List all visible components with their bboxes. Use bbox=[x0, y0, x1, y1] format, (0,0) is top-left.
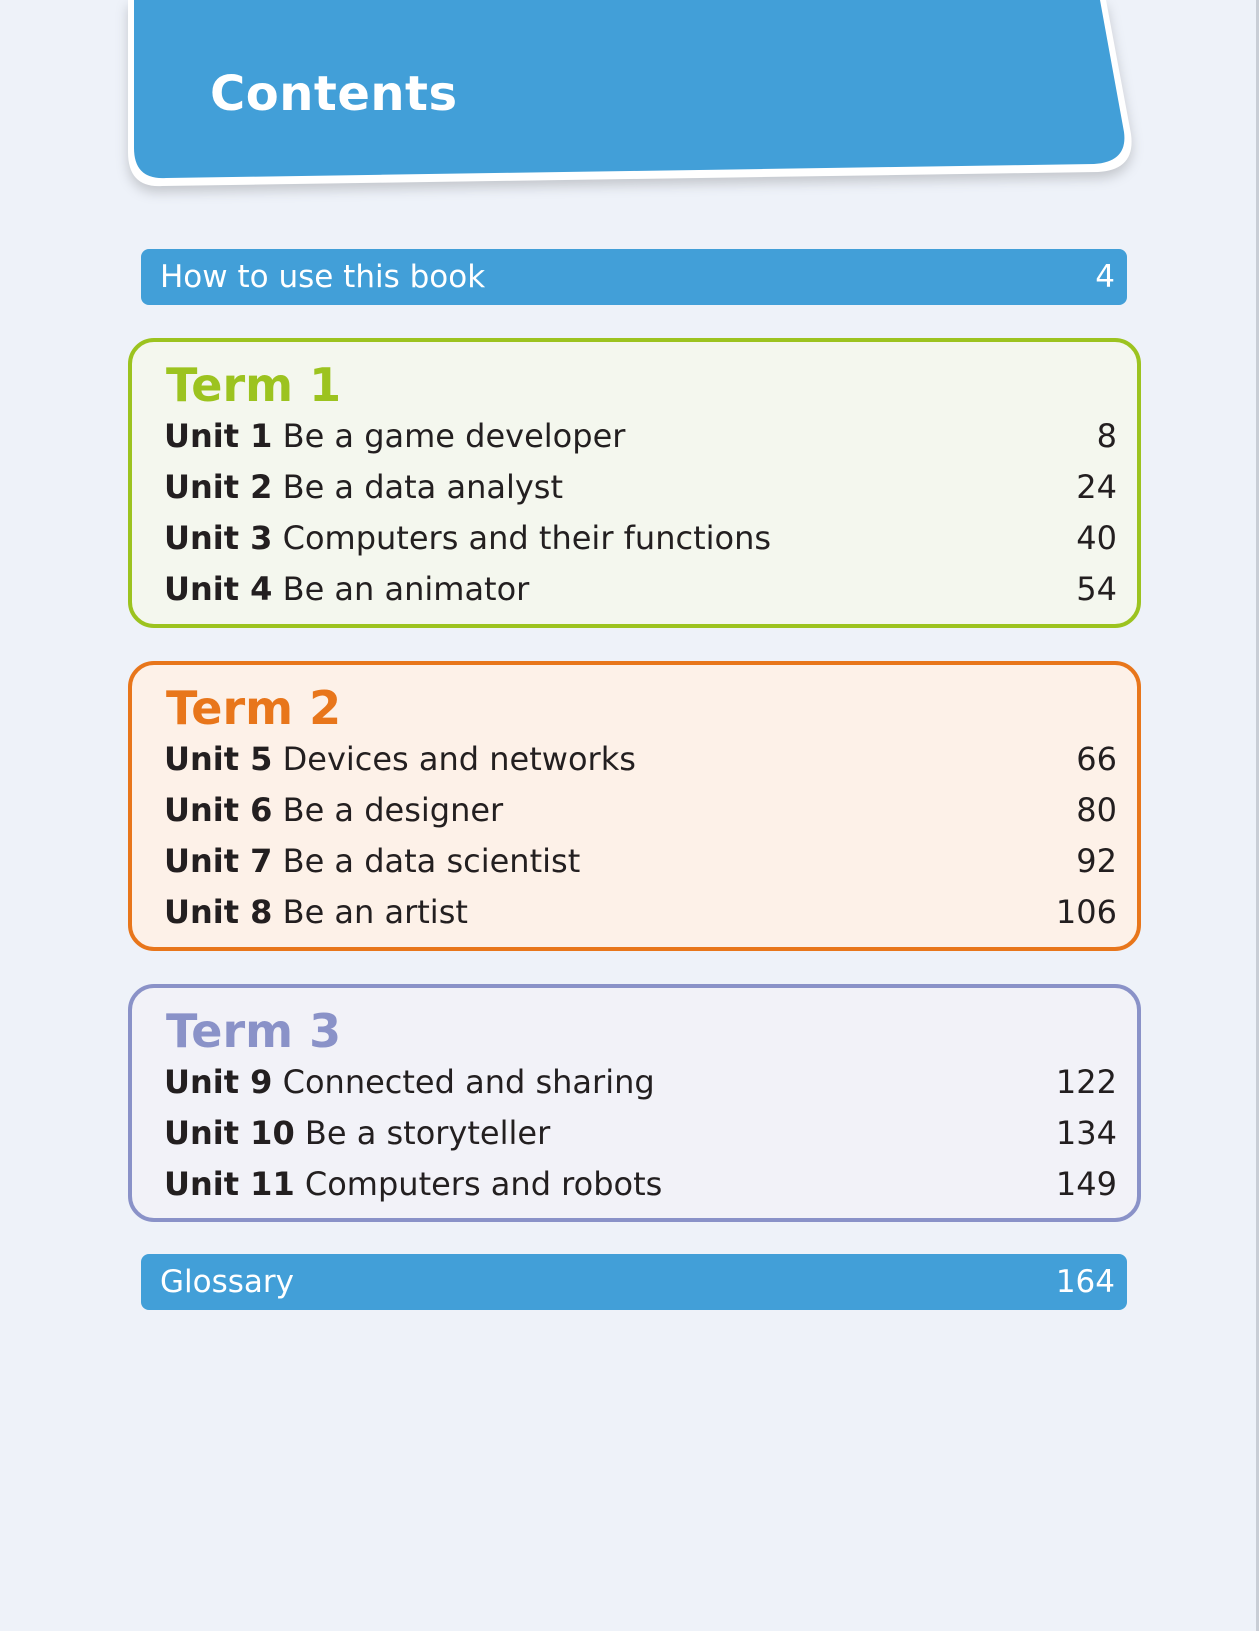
unit-page-number: 149 bbox=[1055, 1165, 1117, 1203]
toc-entry-unit-4[interactable]: Unit 4 Be an animator 54 bbox=[164, 567, 1117, 611]
unit-number: Unit 8 bbox=[164, 893, 273, 931]
unit-number: Unit 2 bbox=[164, 468, 273, 506]
unit-title: Be a data scientist bbox=[282, 842, 581, 880]
unit-page-number: 106 bbox=[1055, 893, 1117, 931]
unit-page-number: 24 bbox=[1076, 468, 1117, 506]
unit-number: Unit 4 bbox=[164, 570, 273, 608]
unit-number: Unit 10 bbox=[164, 1114, 295, 1152]
contents-header-banner: Contents bbox=[128, 0, 1168, 190]
unit-page-number: 134 bbox=[1055, 1114, 1117, 1152]
unit-title: Be a game developer bbox=[282, 417, 626, 455]
toc-entry-unit-7[interactable]: Unit 7 Be a data scientist 92 bbox=[164, 839, 1117, 883]
toc-entry-unit-8[interactable]: Unit 8 Be an artist 106 bbox=[164, 890, 1117, 934]
unit-title: Connected and sharing bbox=[282, 1063, 655, 1101]
toc-entry-unit-2[interactable]: Unit 2 Be a data analyst 24 bbox=[164, 465, 1117, 509]
term-3-section: Term 3 Unit 9 Connected and sharing 122 … bbox=[128, 984, 1141, 1222]
unit-title: Be a storyteller bbox=[304, 1114, 551, 1152]
unit-number: Unit 5 bbox=[164, 740, 273, 778]
toc-entry-unit-5[interactable]: Unit 5 Devices and networks 66 bbox=[164, 737, 1117, 781]
header-banner-shape bbox=[128, 0, 1132, 187]
unit-page-number: 54 bbox=[1076, 570, 1117, 608]
toc-entry-unit-11[interactable]: Unit 11 Computers and robots 149 bbox=[164, 1162, 1117, 1206]
glossary-entry[interactable]: Glossary 164 bbox=[141, 1254, 1127, 1310]
term-1-section: Term 1 Unit 1 Be a game developer 8 Unit… bbox=[128, 338, 1141, 628]
unit-title: Be a data analyst bbox=[282, 468, 563, 506]
page-title: Contents bbox=[210, 66, 458, 122]
unit-number: Unit 11 bbox=[164, 1165, 295, 1203]
how-to-use-label: How to use this book bbox=[160, 259, 486, 295]
unit-number: Unit 9 bbox=[164, 1063, 273, 1101]
how-to-use-page: 4 bbox=[1095, 259, 1115, 295]
glossary-label: Glossary bbox=[160, 1264, 294, 1300]
toc-entry-unit-3[interactable]: Unit 3 Computers and their functions 40 bbox=[164, 516, 1117, 560]
unit-number: Unit 3 bbox=[164, 519, 273, 557]
unit-page-number: 8 bbox=[1096, 417, 1117, 455]
term-2-section: Term 2 Unit 5 Devices and networks 66 Un… bbox=[128, 661, 1141, 951]
unit-title: Be an animator bbox=[282, 570, 530, 608]
how-to-use-entry[interactable]: How to use this book 4 bbox=[141, 249, 1127, 305]
unit-page-number: 80 bbox=[1076, 791, 1117, 829]
toc-entry-unit-1[interactable]: Unit 1 Be a game developer 8 bbox=[164, 414, 1117, 458]
unit-page-number: 66 bbox=[1076, 740, 1117, 778]
unit-title: Be a designer bbox=[282, 791, 504, 829]
unit-title: Be an artist bbox=[282, 893, 468, 931]
term-1-title: Term 1 bbox=[166, 358, 342, 412]
toc-entry-unit-10[interactable]: Unit 10 Be a storyteller 134 bbox=[164, 1111, 1117, 1155]
unit-number: Unit 7 bbox=[164, 842, 273, 880]
toc-entry-unit-9[interactable]: Unit 9 Connected and sharing 122 bbox=[164, 1060, 1117, 1104]
glossary-page: 164 bbox=[1055, 1264, 1115, 1300]
unit-number: Unit 6 bbox=[164, 791, 273, 829]
term-2-title: Term 2 bbox=[166, 681, 342, 735]
toc-entry-unit-6[interactable]: Unit 6 Be a designer 80 bbox=[164, 788, 1117, 832]
unit-title: Computers and robots bbox=[304, 1165, 663, 1203]
term-3-title: Term 3 bbox=[166, 1004, 342, 1058]
unit-page-number: 92 bbox=[1076, 842, 1117, 880]
unit-page-number: 40 bbox=[1076, 519, 1117, 557]
page-edge bbox=[1256, 0, 1259, 1631]
unit-title: Computers and their functions bbox=[282, 519, 772, 557]
unit-title: Devices and networks bbox=[282, 740, 636, 778]
unit-page-number: 122 bbox=[1055, 1063, 1117, 1101]
unit-number: Unit 1 bbox=[164, 417, 273, 455]
